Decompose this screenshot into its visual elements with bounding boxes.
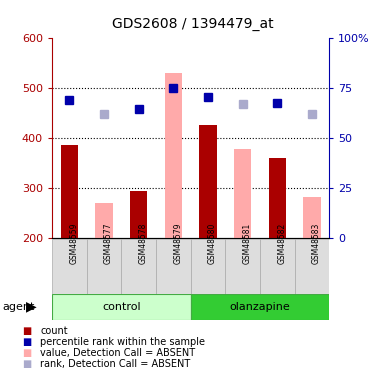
Bar bbox=[52, 239, 87, 294]
Text: GSM48559: GSM48559 bbox=[69, 223, 78, 264]
Bar bbox=[164, 73, 182, 238]
Text: ■: ■ bbox=[22, 326, 32, 336]
Text: control: control bbox=[102, 302, 141, 312]
Text: GSM48582: GSM48582 bbox=[277, 223, 286, 264]
Text: ■: ■ bbox=[22, 360, 32, 369]
Bar bbox=[52, 294, 191, 320]
Text: GDS2608 / 1394479_at: GDS2608 / 1394479_at bbox=[112, 17, 273, 31]
Bar bbox=[61, 146, 78, 238]
Text: olanzapine: olanzapine bbox=[229, 302, 290, 312]
Bar bbox=[199, 125, 216, 238]
Bar bbox=[130, 192, 147, 238]
Bar bbox=[260, 239, 295, 294]
Text: value, Detection Call = ABSENT: value, Detection Call = ABSENT bbox=[40, 348, 196, 358]
Bar bbox=[303, 197, 320, 238]
Bar bbox=[268, 158, 286, 238]
Text: GSM48577: GSM48577 bbox=[104, 223, 113, 264]
Text: ■: ■ bbox=[22, 337, 32, 347]
Text: agent: agent bbox=[2, 302, 34, 312]
Text: GSM48583: GSM48583 bbox=[312, 223, 321, 264]
Bar bbox=[191, 239, 225, 294]
Text: ▶: ▶ bbox=[26, 300, 37, 314]
Text: GSM48581: GSM48581 bbox=[243, 223, 251, 264]
Bar bbox=[295, 239, 329, 294]
Bar bbox=[87, 239, 121, 294]
Text: GSM48580: GSM48580 bbox=[208, 223, 217, 264]
Bar bbox=[121, 239, 156, 294]
Text: GSM48578: GSM48578 bbox=[139, 223, 147, 264]
Bar bbox=[95, 203, 112, 238]
Text: rank, Detection Call = ABSENT: rank, Detection Call = ABSENT bbox=[40, 360, 191, 369]
Text: count: count bbox=[40, 326, 68, 336]
Text: GSM48579: GSM48579 bbox=[173, 223, 182, 264]
Bar bbox=[191, 294, 329, 320]
Bar bbox=[225, 239, 260, 294]
Text: percentile rank within the sample: percentile rank within the sample bbox=[40, 337, 206, 347]
Text: ■: ■ bbox=[22, 348, 32, 358]
Bar bbox=[234, 149, 251, 238]
Bar bbox=[156, 239, 191, 294]
